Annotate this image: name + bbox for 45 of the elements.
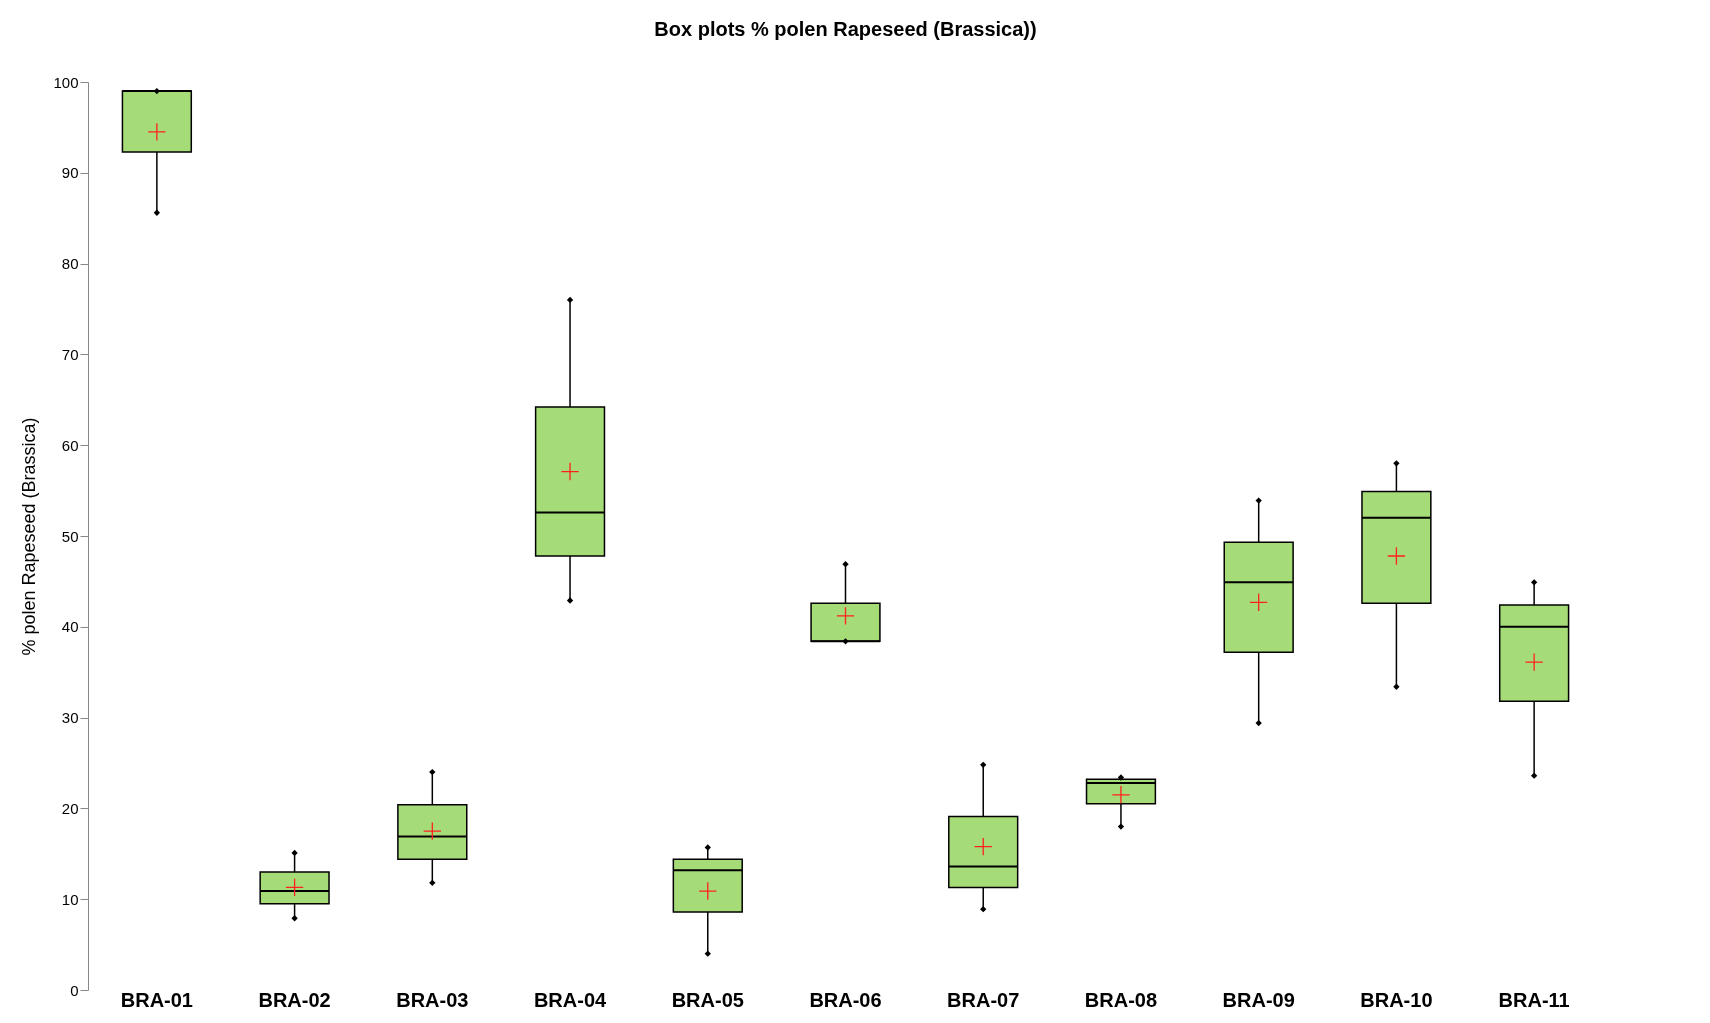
point	[429, 768, 436, 776]
y-tick-label: 60	[61, 436, 79, 454]
y-tick-label: 70	[61, 345, 79, 363]
y-axis-title: % polen Rapeseed (Brassica)	[19, 417, 40, 656]
point	[1393, 460, 1400, 467]
point	[842, 638, 849, 645]
x-tick-label: BRA-05	[671, 988, 744, 1011]
point	[1393, 683, 1400, 690]
x-tick-label: BRA-07	[947, 988, 1020, 1011]
point	[980, 761, 987, 768]
point	[566, 296, 574, 304]
point	[1117, 823, 1125, 830]
point	[291, 915, 298, 922]
y-tick-label: 10	[61, 890, 79, 908]
x-tick-label: BRA-10	[1360, 988, 1433, 1011]
y-tick-label: 50	[61, 527, 79, 545]
x-tick-label: BRA-09	[1222, 988, 1295, 1011]
y-tick-label: 30	[61, 709, 79, 727]
point	[1255, 719, 1262, 727]
y-tick-label: 100	[53, 73, 79, 91]
point	[842, 560, 849, 568]
point	[291, 849, 298, 857]
y-tick-label: 40	[61, 618, 79, 636]
chart-title: Box plots % polen Rapeseed (Brassica))	[654, 18, 1037, 40]
point	[153, 209, 161, 216]
point	[980, 906, 987, 913]
x-tick-label: BRA-02	[258, 988, 331, 1011]
x-tick-label: BRA-01	[120, 988, 193, 1011]
x-tick-label: BRA-03	[396, 988, 469, 1011]
point	[704, 844, 711, 851]
point	[1530, 772, 1538, 779]
y-tick-label: 20	[61, 799, 79, 817]
x-tick-label: BRA-08	[1084, 988, 1158, 1011]
x-tick-label: BRA-11	[1498, 988, 1570, 1011]
y-tick-label: 90	[61, 164, 79, 182]
point	[429, 879, 436, 887]
point	[1255, 497, 1262, 504]
point	[1117, 774, 1125, 781]
x-tick-label: BRA-04	[533, 988, 608, 1011]
y-tick-label: 0	[70, 981, 79, 999]
y-tick-label: 80	[61, 255, 79, 273]
x-tick-label: BRA-06	[809, 988, 882, 1011]
point	[1530, 579, 1538, 586]
point	[704, 950, 711, 957]
point	[566, 597, 574, 604]
